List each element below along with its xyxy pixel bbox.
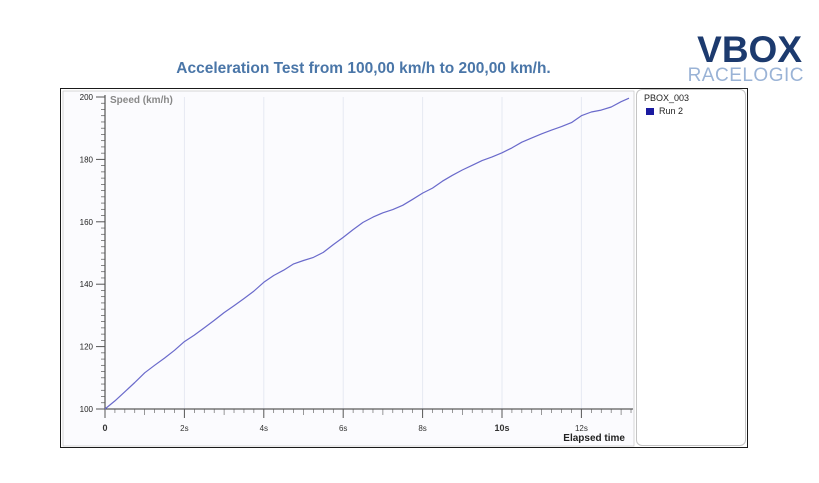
legend-title: PBOX_003 [644,93,690,103]
legend-entry-label: Run 2 [659,106,684,116]
x-tick-label: 2s [180,424,188,433]
legend-entry-run-2[interactable]: Run 2 [646,106,683,116]
y-tick-label: 120 [80,343,94,352]
y-axis-label: Speed (km/h) [110,95,173,106]
x-tick-label: 6s [339,424,347,433]
logo-main-text: VBOX [697,29,802,70]
y-tick-label: 100 [80,405,94,414]
series-line-run-2 [104,97,630,410]
x-tick-label: 10s [494,423,509,433]
x-axis-label: Elapsed time [563,433,625,444]
y-tick-label: 140 [80,280,94,289]
plot-area-background [62,90,635,447]
y-tick-label: 160 [80,218,94,227]
legend-swatch [646,107,654,115]
vbox-logo: VBOX RACELOGIC [672,30,806,90]
logo-sub-text: RACELOGIC [687,65,804,86]
x-tick-label: 12s [575,424,588,433]
y-tick-label: 200 [80,93,94,102]
x-tick-label: 8s [418,424,426,433]
x-tick-label: 4s [260,424,268,433]
chart-title: Acceleration Test from 100,00 km/h to 20… [176,60,551,77]
y-tick-label: 180 [80,155,94,164]
legend-panel: PBOX_003 Run 2 [636,89,746,446]
x-tick-label: 0 [102,423,107,433]
